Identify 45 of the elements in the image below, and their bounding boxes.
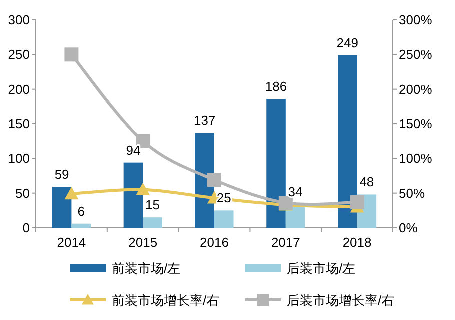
y2-tick-label: 50%: [399, 186, 426, 201]
data-label: 34: [288, 184, 303, 200]
data-label: 15: [146, 198, 160, 213]
bar: [52, 187, 72, 228]
bar: [124, 162, 144, 228]
legend-label: 后装市场/左: [287, 261, 356, 276]
y-tick-label: 50: [16, 186, 30, 201]
y-tick-label: 300: [8, 12, 30, 28]
point: [208, 173, 222, 188]
y2-tick-label: 0%: [399, 220, 418, 236]
legend-label: 前装市场增长率/右: [112, 293, 220, 308]
bar: [338, 55, 358, 228]
bar: [143, 218, 162, 228]
y-tick-label: 0: [22, 220, 30, 236]
data-label: 94: [126, 142, 141, 158]
data-label: 59: [54, 167, 70, 182]
y-tick-label: 100: [8, 151, 30, 166]
bar: [266, 99, 286, 228]
y-tick-label: 250: [8, 47, 30, 62]
point: [64, 187, 79, 200]
x-tick-label: 2016: [200, 235, 229, 250]
data-label: 25: [216, 190, 232, 206]
data-label: 186: [265, 79, 288, 94]
point: [136, 182, 150, 196]
bar: [72, 224, 91, 228]
legend-label: 后装市场增长率/右: [287, 293, 395, 308]
data-label: 249: [336, 35, 359, 50]
y-tick-label: 200: [8, 82, 30, 97]
legend-label: 前装市场/左: [112, 261, 181, 276]
y2-tick-label: 150%: [399, 116, 433, 132]
y2-tick-label: 300%: [399, 12, 433, 28]
bar: [214, 210, 234, 228]
y2-tick-label: 200%: [399, 82, 433, 97]
y-tick-label: 150: [8, 116, 30, 132]
data-label: 48: [360, 174, 374, 190]
x-tick-label: 2015: [128, 235, 158, 250]
data-label: 6: [78, 204, 85, 219]
data-label: 137: [194, 113, 216, 128]
point: [350, 195, 364, 210]
y2-tick-label: 250%: [399, 47, 433, 62]
x-tick-label: 2017: [271, 235, 300, 250]
x-tick-label: 2014: [57, 235, 86, 250]
x-tick-label: 2018: [342, 235, 372, 250]
point: [64, 48, 79, 62]
y2-tick-label: 100%: [399, 151, 433, 166]
